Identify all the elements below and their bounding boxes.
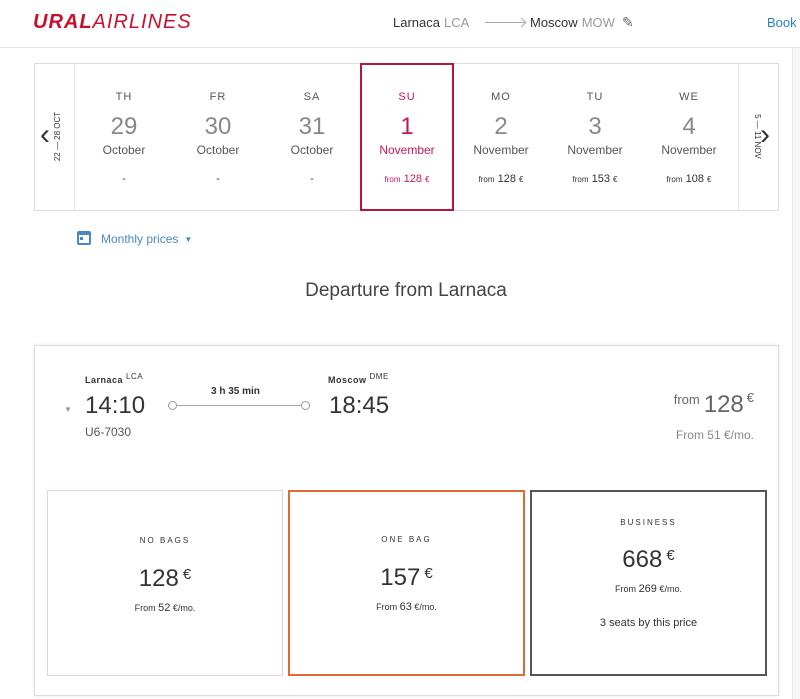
month-name: November — [567, 143, 623, 157]
chevron-left-icon: ‹ — [40, 118, 50, 151]
date-cell-tue[interactable]: TU 3 November from 153 € — [548, 64, 642, 210]
logo-text-bold: URAL — [33, 11, 93, 33]
origin-code: LCA — [443, 15, 470, 30]
duration-line — [168, 401, 310, 410]
flight-number: U6-7030 — [85, 425, 132, 439]
flight-duration: 3 h 35 min — [211, 386, 260, 397]
seats-remaining: 3 seats by this price — [599, 617, 698, 629]
route-summary[interactable]: Larnaca LCA Moscow MOW ✎ — [393, 14, 634, 30]
destination-code: MOW — [581, 15, 615, 30]
logo-text-light: AIRLINES — [92, 11, 192, 33]
day-number: 4 — [682, 113, 696, 140]
day-number: 1 — [400, 113, 414, 140]
next-week-button[interactable]: 5 — 11 NOV › — [738, 64, 778, 210]
fare-price: 128 € — [138, 565, 192, 592]
fare-name: ONE BAG — [381, 535, 432, 544]
month-name: November — [661, 143, 717, 157]
flight-monthly-price: From 51 €/mo. — [675, 428, 754, 442]
day-of-week: SA — [303, 91, 321, 103]
fare-price: 157 € — [380, 564, 433, 591]
expand-caret-icon[interactable]: ▼ — [64, 405, 72, 414]
day-price: from 108 € — [666, 173, 712, 185]
month-name: October — [290, 143, 334, 157]
date-cell-thu[interactable]: TH 29 October - — [77, 64, 171, 210]
day-number: 29 — [110, 113, 138, 140]
fare-option-business[interactable]: BUSINESS 668 € From 269 €/mo. 3 seats by … — [530, 490, 767, 676]
flight-from-price: from 128 € — [673, 390, 754, 418]
chevron-right-icon: › — [760, 118, 770, 151]
day-price: from 153 € — [572, 173, 618, 185]
arrival-time: 18:45 — [329, 392, 390, 419]
date-cell-sun-selected[interactable]: SU 1 November from 128 € — [360, 63, 454, 211]
date-cell-fri[interactable]: FR 30 October - — [171, 64, 265, 210]
departure-city: Larnaca LCA — [85, 372, 144, 385]
date-cell-wed[interactable]: WE 4 November from 108 € — [642, 64, 736, 210]
arrival-city: Moscow DME — [328, 372, 389, 385]
fare-option-no-bags[interactable]: NO BAGS 128 € From 52 €/mo. — [47, 490, 283, 676]
ural-airlines-logo[interactable]: URALAIRLINES — [33, 11, 192, 34]
fare-name: NO BAGS — [139, 536, 191, 545]
route-arrow-icon — [485, 22, 525, 23]
day-price: from 128 € — [478, 173, 524, 185]
prev-week-range: 22 — 28 OCT — [53, 111, 63, 162]
day-price: from 128 € — [384, 173, 430, 185]
section-title: Departure from Larnaca — [305, 280, 507, 301]
right-panel-edge — [792, 48, 800, 699]
destination: Moscow MOW — [530, 15, 615, 30]
day-price: - — [216, 173, 220, 185]
day-of-week: TH — [115, 91, 133, 103]
fare-price: 668 € — [622, 546, 675, 573]
day-price: - — [122, 173, 126, 185]
top-header: URALAIRLINES Larnaca LCA Moscow MOW ✎ Book — [0, 0, 800, 48]
date-cell-mon[interactable]: MO 2 November from 128 € — [454, 64, 548, 210]
day-of-week: TU — [586, 91, 604, 103]
fare-name: BUSINESS — [620, 518, 677, 527]
day-number: 30 — [204, 113, 232, 140]
fare-monthly: From 63 €/mo. — [376, 601, 437, 613]
fare-monthly: From 52 €/mo. — [134, 602, 196, 614]
month-name: October — [102, 143, 146, 157]
monthly-prices-label: Monthly prices — [101, 232, 179, 246]
date-selector: ‹ 22 — 28 OCT TH 29 October - FR 30 Octo… — [34, 63, 779, 211]
day-of-week: MO — [491, 91, 511, 103]
day-number: 3 — [588, 113, 602, 140]
day-of-week: WE — [679, 91, 699, 103]
day-number: 31 — [298, 113, 326, 140]
pencil-edit-icon[interactable]: ✎ — [622, 14, 634, 30]
flight-card: ▼ Larnaca LCA 14:10 U6-7030 3 h 35 min Mo… — [34, 345, 779, 696]
day-of-week: SU — [398, 91, 416, 103]
origin-city: Larnaca — [393, 15, 440, 30]
day-of-week: FR — [209, 91, 227, 103]
month-name: October — [196, 143, 240, 157]
departure-time: 14:10 — [85, 392, 146, 419]
date-cell-sat[interactable]: SA 31 October - — [265, 64, 359, 210]
fare-monthly: From 269 €/mo. — [615, 583, 682, 595]
month-name: November — [379, 143, 435, 157]
destination-city: Moscow — [530, 15, 578, 30]
day-number: 2 — [494, 113, 508, 140]
calendar-icon — [77, 231, 91, 245]
monthly-prices-toggle[interactable]: Monthly prices ▼ — [77, 231, 192, 246]
month-name: November — [473, 143, 529, 157]
caret-down-icon: ▼ — [184, 235, 193, 244]
prev-week-button[interactable]: ‹ 22 — 28 OCT — [35, 64, 75, 210]
book-link[interactable]: Book — [767, 15, 797, 30]
day-price: - — [310, 173, 314, 185]
fare-option-one-bag[interactable]: ONE BAG 157 € From 63 €/mo. — [288, 490, 525, 676]
arrival-code: DME — [369, 372, 389, 381]
departure-code: LCA — [126, 372, 144, 381]
